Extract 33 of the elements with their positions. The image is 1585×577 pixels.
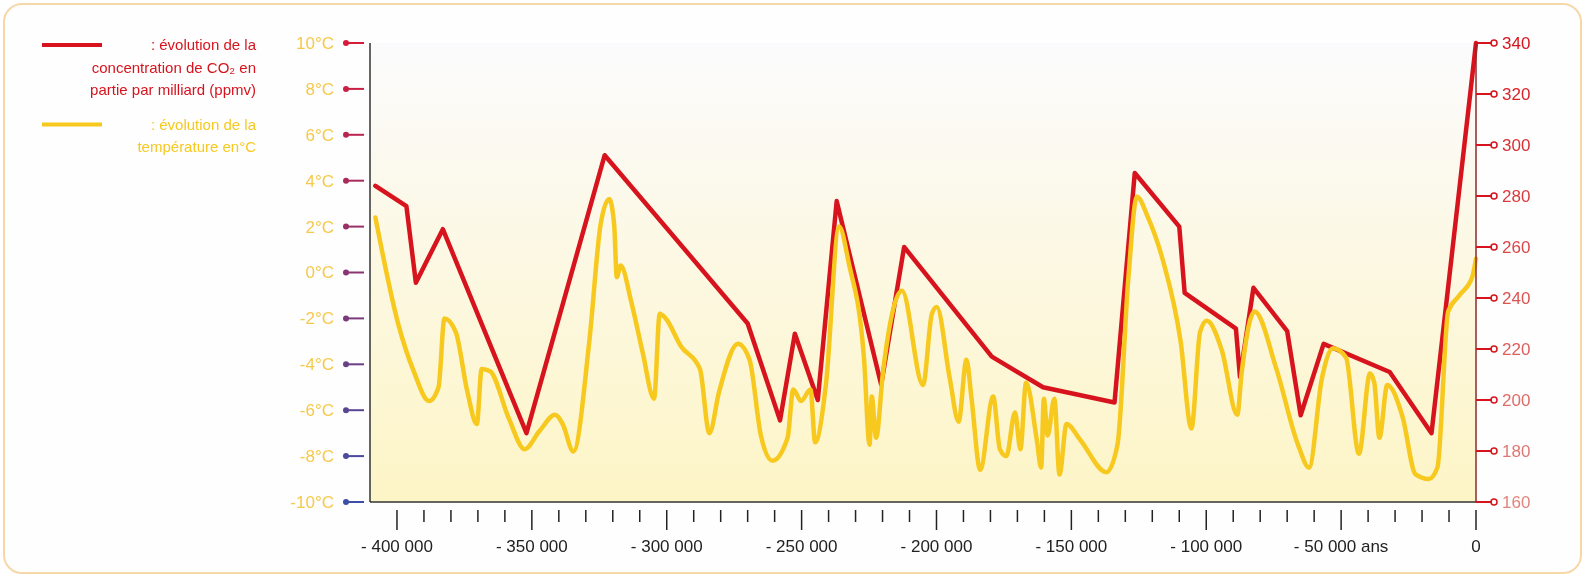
x-tick-label: - 100 000 [1170,537,1243,556]
y-tick-label: 8°C [305,79,334,99]
x-tick-label: - 50 000 ans [1293,537,1389,556]
x-tick-label: - 250 000 [765,537,838,556]
y2-tick-label: 320 [1502,84,1531,104]
y2-tick-label: 180 [1502,441,1531,461]
y-tick-label: -6°C [299,401,334,421]
x-tick-label: - 400 000 [361,537,433,556]
x-tick-label: - 150 000 [1035,537,1108,556]
y2-tick-label: 300 [1502,135,1531,155]
y-tick-label: 4°C [305,171,334,191]
y-tick-label: -2°C [299,309,334,329]
y2-tick-label: 240 [1502,288,1531,308]
y2-tick-label: 160 [1502,492,1531,512]
line-series [373,194,1479,482]
text: : évolution de la température en°C [137,115,257,155]
y-tick-label: 0°C [305,263,334,283]
y2-tick-label: 200 [1502,390,1531,410]
x-tick-label: - 350 000 [495,537,568,556]
x-tick-label: - 200 000 [900,537,973,556]
y-tick-label: 10°C [296,33,334,53]
y-tick-label: -10°C [290,492,334,512]
y-tick-label: 6°C [305,125,334,145]
x-tick-label: 0 [1471,537,1481,556]
y2-tick-label: 260 [1502,237,1531,257]
x-tick-label: - 300 000 [630,537,703,556]
y2-tick-label: 280 [1502,186,1531,206]
y-tick-label: -4°C [299,355,334,375]
y-tick-label: 2°C [305,217,334,237]
y2-tick-label: 340 [1502,33,1531,53]
y2-tick-label: 220 [1502,339,1531,359]
text: : évolution de la concentration de CO₂ en partie par milliard (ppmv) [90,36,257,98]
y-tick-label: -8°C [299,447,334,467]
